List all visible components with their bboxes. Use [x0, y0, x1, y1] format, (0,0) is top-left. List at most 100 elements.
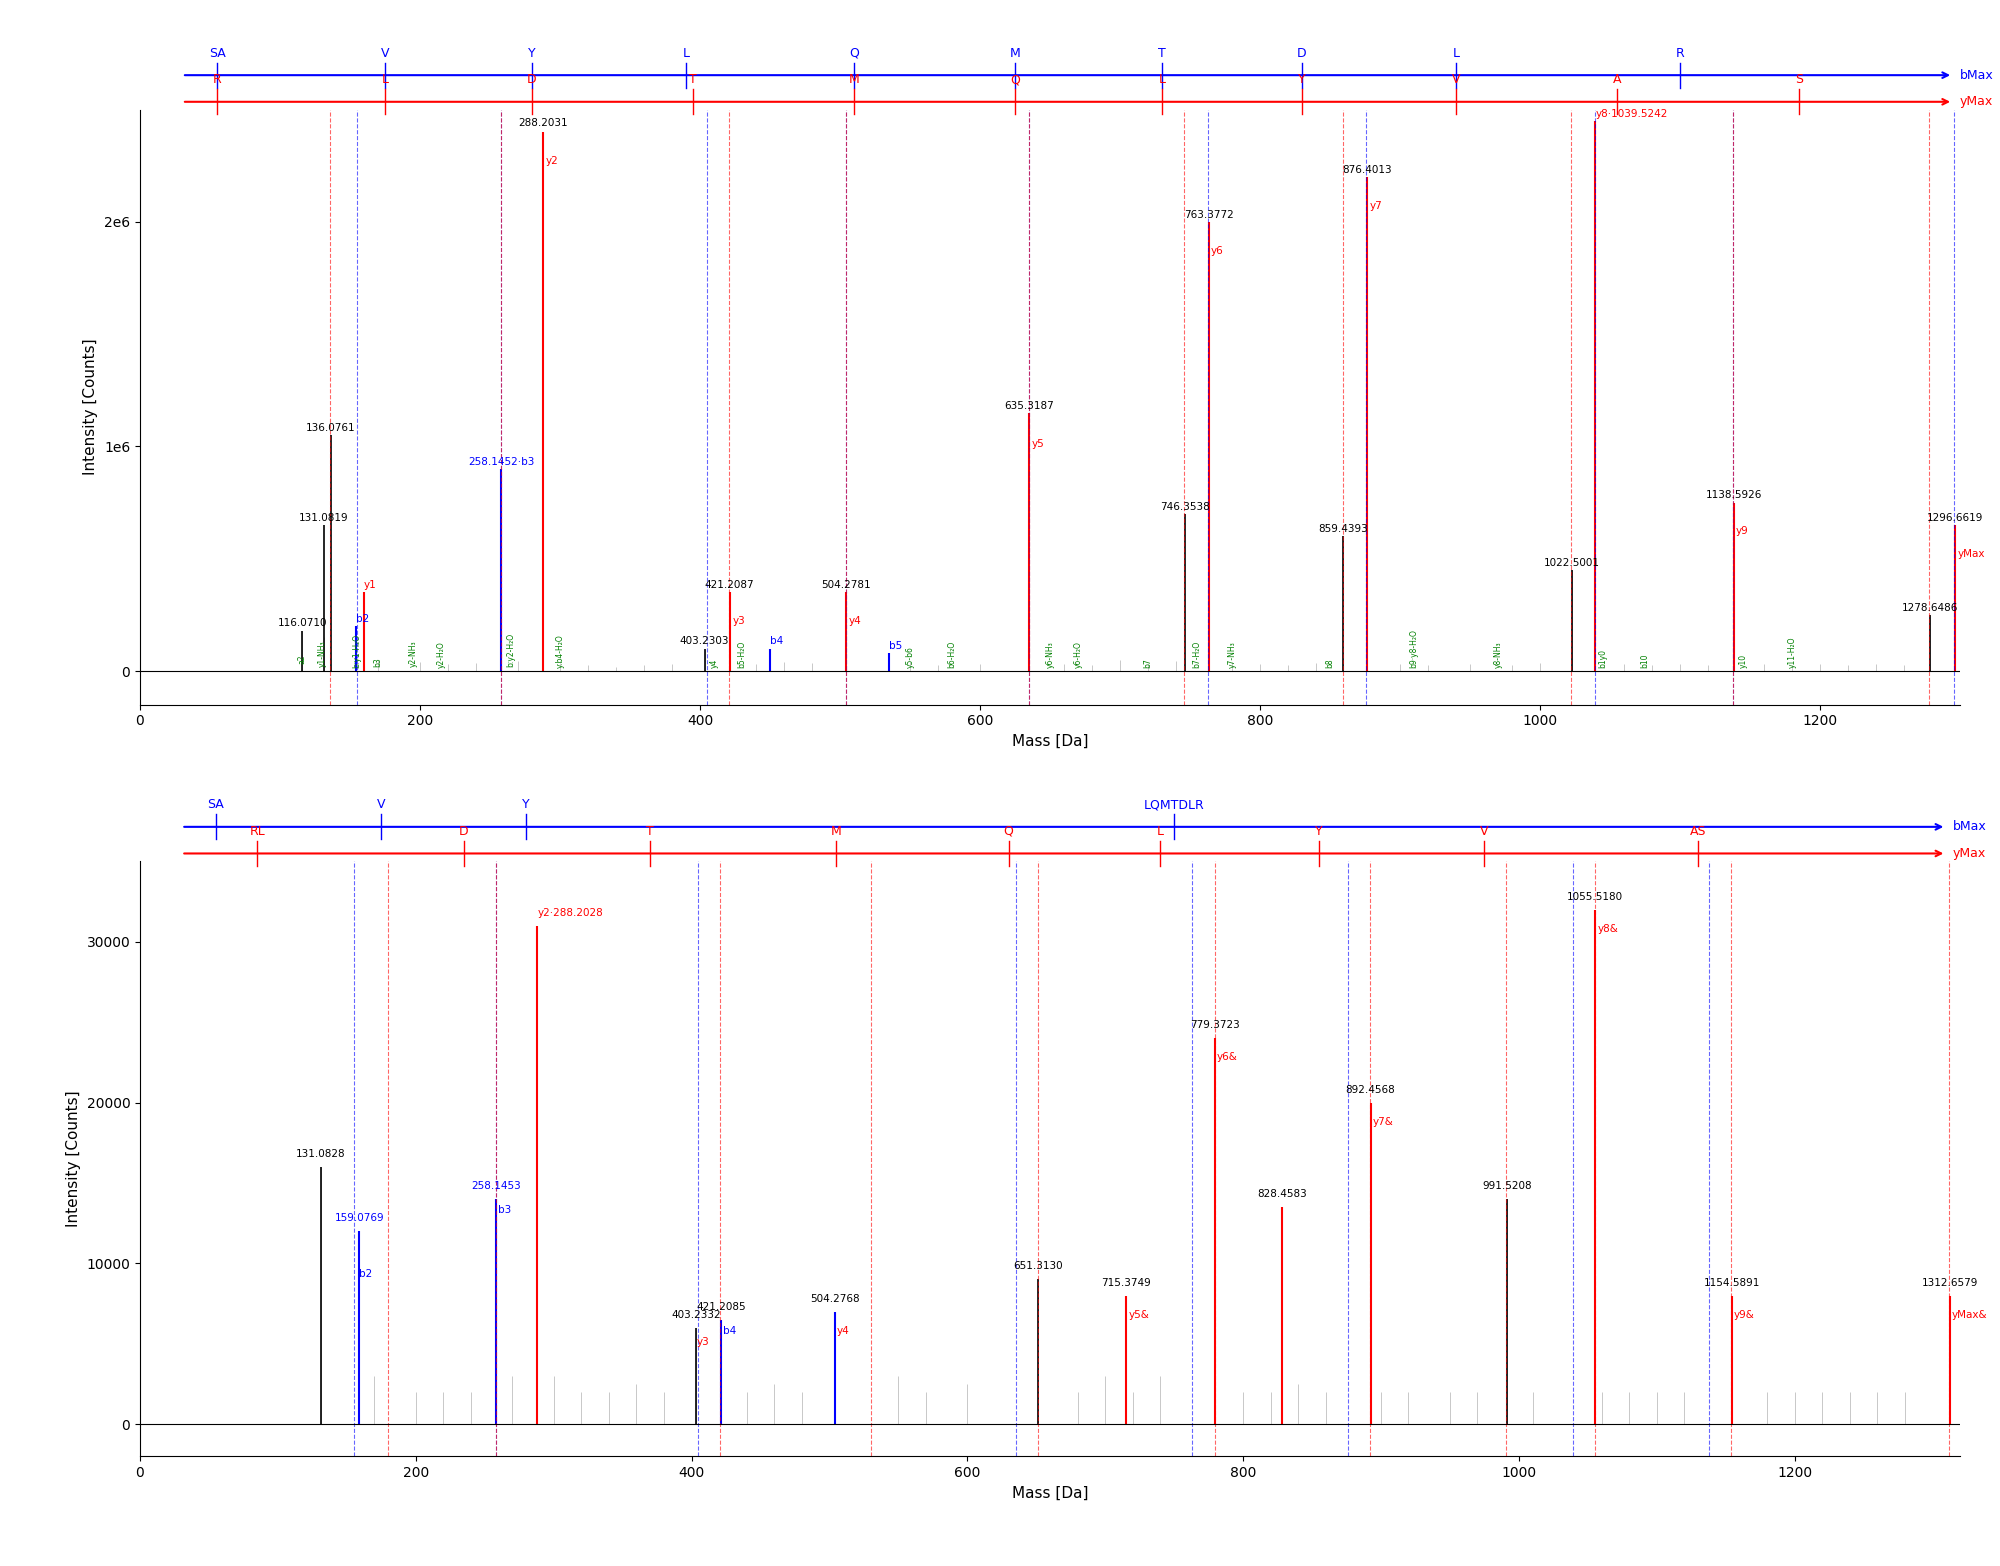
Text: y4: y4 [836, 1326, 850, 1336]
Text: y2·288.2028: y2·288.2028 [538, 908, 604, 918]
Text: V: V [378, 799, 386, 811]
Text: 1312.6579: 1312.6579 [1922, 1278, 1978, 1287]
Text: V: V [1480, 825, 1488, 838]
Text: D: D [528, 74, 536, 86]
Text: y11-H₂O: y11-H₂O [1788, 636, 1796, 667]
Text: b4: b4 [722, 1326, 736, 1336]
Text: A: A [1612, 74, 1622, 86]
X-axis label: Mass [Da]: Mass [Da] [1012, 1486, 1088, 1500]
Text: R: R [212, 74, 222, 86]
Text: b5-H₂O: b5-H₂O [738, 640, 746, 667]
Text: y6&: y6& [1216, 1052, 1238, 1062]
Text: 1278.6486: 1278.6486 [1902, 603, 1958, 612]
Text: b:y1-H₂O: b:y1-H₂O [352, 634, 362, 667]
Text: 635.3187: 635.3187 [1004, 401, 1054, 410]
Text: yMax: yMax [1954, 847, 1986, 860]
Text: y2: y2 [546, 155, 558, 166]
Text: b:y2-H₂O: b:y2-H₂O [506, 633, 516, 667]
Text: D: D [460, 825, 468, 838]
Text: L: L [682, 47, 690, 60]
Text: b7: b7 [1144, 658, 1152, 667]
Text: M: M [848, 74, 860, 86]
Text: a2: a2 [298, 655, 306, 664]
Text: b2: b2 [356, 614, 368, 623]
Text: V: V [1452, 74, 1460, 86]
Text: y3: y3 [732, 615, 744, 626]
Text: y7&: y7& [1372, 1117, 1394, 1126]
Text: L: L [1156, 825, 1164, 838]
Text: b3: b3 [374, 656, 382, 667]
Text: RL: RL [250, 825, 266, 838]
Text: 131.0819: 131.0819 [298, 512, 348, 523]
Text: 504.2768: 504.2768 [810, 1294, 860, 1303]
Text: b2: b2 [360, 1270, 372, 1279]
Text: y2-H₂O: y2-H₂O [436, 640, 446, 667]
Text: y8&: y8& [1598, 924, 1618, 933]
Text: y5-b6: y5-b6 [906, 645, 914, 667]
Text: bMax: bMax [1960, 69, 1994, 81]
Text: M: M [830, 825, 842, 838]
Text: S: S [1796, 74, 1804, 86]
Text: y6: y6 [1212, 246, 1224, 255]
Text: 421.2085: 421.2085 [696, 1301, 746, 1312]
Text: 258.1452·b3: 258.1452·b3 [468, 457, 534, 467]
Text: Y: Y [1298, 74, 1306, 86]
Text: y9&: y9& [1734, 1309, 1754, 1320]
Text: 746.3538: 746.3538 [1160, 501, 1210, 512]
Text: 828.4583: 828.4583 [1258, 1189, 1308, 1200]
Text: 1296.6619: 1296.6619 [1928, 512, 1984, 523]
Text: y10: y10 [1738, 653, 1748, 667]
Text: T: T [1158, 47, 1166, 60]
Text: b7-H₂O: b7-H₂O [1192, 640, 1202, 667]
Text: Y: Y [522, 799, 530, 811]
Text: SA: SA [208, 47, 226, 60]
Text: 288.2031: 288.2031 [518, 117, 568, 127]
Text: yMax&: yMax& [1952, 1309, 1988, 1320]
Text: y7-NH₃: y7-NH₃ [1228, 640, 1236, 667]
Text: Y: Y [1316, 825, 1322, 838]
Text: b8: b8 [1326, 658, 1334, 667]
Text: y9: y9 [1736, 526, 1748, 536]
Text: V: V [380, 47, 390, 60]
Text: 1154.5891: 1154.5891 [1704, 1278, 1760, 1287]
Text: AS: AS [1690, 825, 1706, 838]
Text: yMax: yMax [1958, 548, 1984, 559]
Text: y6-H₂O: y6-H₂O [1074, 640, 1082, 667]
Text: 1022.5001: 1022.5001 [1544, 557, 1600, 568]
Text: T: T [646, 825, 654, 838]
Text: y5: y5 [1032, 438, 1044, 449]
Text: 779.3723: 779.3723 [1190, 1019, 1240, 1030]
Text: T: T [690, 74, 696, 86]
Text: yMax: yMax [1960, 96, 1994, 108]
Text: 651.3130: 651.3130 [1014, 1262, 1062, 1272]
X-axis label: Mass [Da]: Mass [Da] [1012, 734, 1088, 749]
Text: y8-NH₃: y8-NH₃ [1494, 640, 1502, 667]
Text: y1: y1 [364, 579, 376, 590]
Text: 991.5208: 991.5208 [1482, 1181, 1532, 1192]
Text: M: M [1010, 47, 1020, 60]
Text: y4: y4 [710, 658, 718, 667]
Text: L: L [1452, 47, 1460, 60]
Text: y8·1039.5242: y8·1039.5242 [1596, 108, 1668, 119]
Text: bMax: bMax [1954, 821, 1986, 833]
Text: b10: b10 [1640, 653, 1650, 667]
Text: 131.0828: 131.0828 [296, 1149, 346, 1159]
Text: 258.1453: 258.1453 [472, 1181, 520, 1192]
Text: 1055.5180: 1055.5180 [1568, 891, 1624, 902]
Text: y1-NH₃: y1-NH₃ [318, 640, 326, 667]
Text: R: R [1676, 47, 1684, 60]
Text: Q: Q [1010, 74, 1020, 86]
Text: 715.3749: 715.3749 [1102, 1278, 1152, 1287]
Text: 403.2332: 403.2332 [672, 1309, 720, 1320]
Text: Q: Q [850, 47, 858, 60]
Text: 116.0710: 116.0710 [278, 619, 328, 628]
Text: 159.0769: 159.0769 [334, 1214, 384, 1223]
Text: y3: y3 [698, 1337, 710, 1347]
Text: 876.4013: 876.4013 [1342, 164, 1392, 175]
Text: D: D [1298, 47, 1306, 60]
Text: 421.2087: 421.2087 [704, 579, 754, 590]
Text: L: L [382, 74, 388, 86]
Text: y7: y7 [1370, 200, 1382, 211]
Text: y:b4-H₂O: y:b4-H₂O [556, 634, 564, 667]
Text: b9·y8-H₂O: b9·y8-H₂O [1410, 630, 1418, 667]
